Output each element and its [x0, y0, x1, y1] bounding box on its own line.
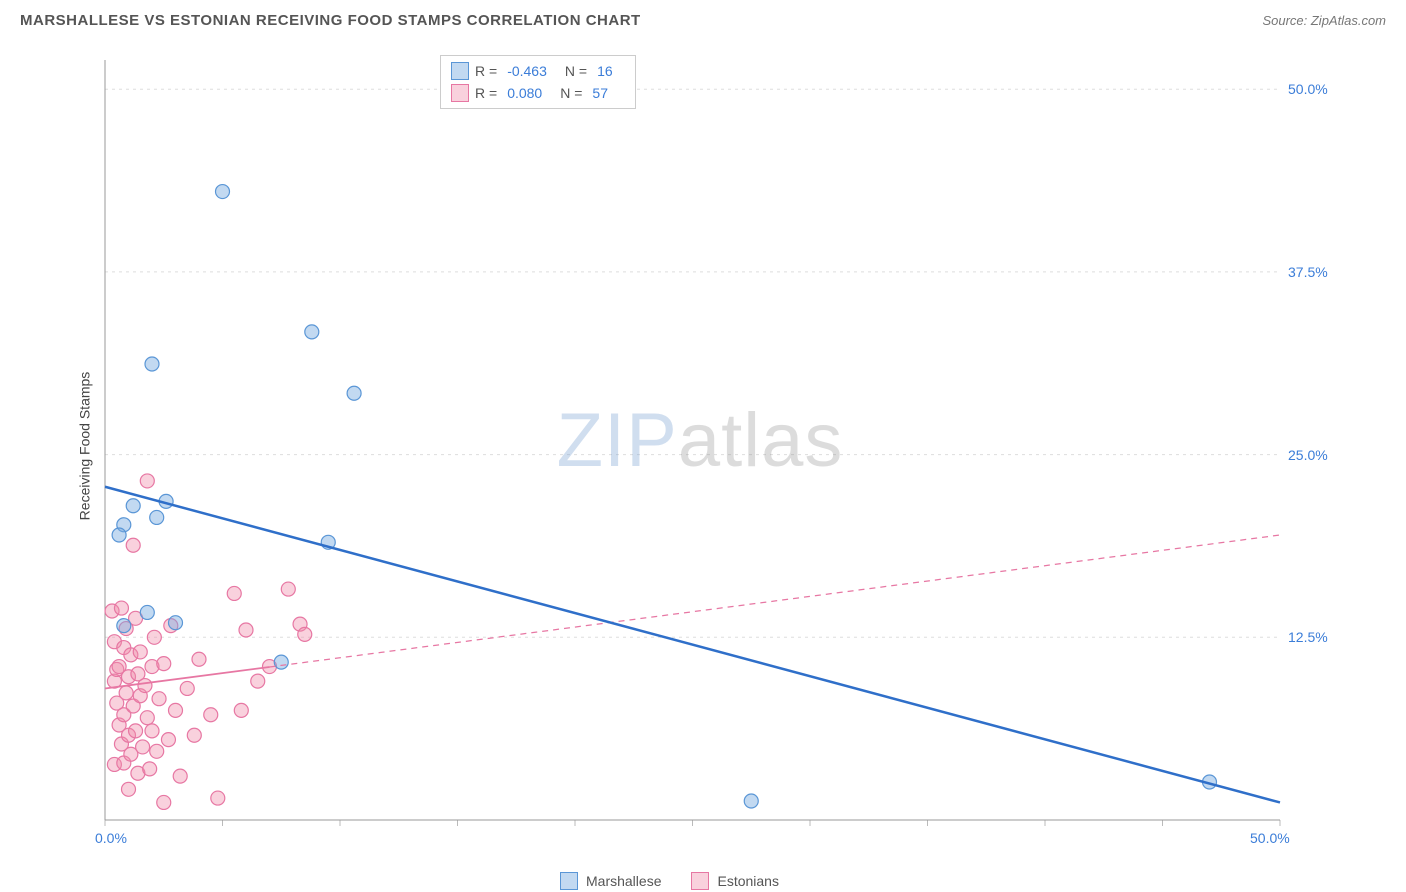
r-value: -0.463	[507, 63, 547, 79]
header: MARSHALLESE VS ESTONIAN RECEIVING FOOD S…	[0, 0, 1406, 40]
n-value: 16	[597, 63, 613, 79]
legend-swatch	[451, 62, 469, 80]
r-label: R =	[475, 85, 497, 101]
r-value: 0.080	[507, 85, 542, 101]
legend-stat-row: R = 0.080 N = 57	[451, 82, 625, 104]
legend-label: Marshallese	[586, 873, 661, 889]
y-axis-tick-label: 25.0%	[1288, 447, 1328, 463]
source-attribution: Source: ZipAtlas.com	[1262, 13, 1386, 28]
chart-area: ZIPatlas	[50, 50, 1350, 840]
legend-swatch	[691, 872, 709, 890]
legend-swatch	[560, 872, 578, 890]
legend-series-item: Estonians	[691, 872, 778, 890]
legend-series-item: Marshallese	[560, 872, 661, 890]
y-axis-tick-label: 12.5%	[1288, 629, 1328, 645]
x-axis-max: 50.0%	[1250, 830, 1290, 846]
scatter-chart	[50, 50, 1350, 840]
r-label: R =	[475, 63, 497, 79]
n-label: N =	[565, 63, 587, 79]
y-axis-tick-label: 37.5%	[1288, 264, 1328, 280]
n-value: 57	[592, 85, 608, 101]
legend-stat-row: R = -0.463 N = 16	[451, 60, 625, 82]
x-axis-min: 0.0%	[95, 830, 127, 846]
chart-title: MARSHALLESE VS ESTONIAN RECEIVING FOOD S…	[20, 12, 641, 29]
legend-series: Marshallese Estonians	[560, 872, 779, 890]
legend-stats: R = -0.463 N = 16 R = 0.080 N = 57	[440, 55, 636, 109]
legend-label: Estonians	[717, 873, 778, 889]
n-label: N =	[560, 85, 582, 101]
y-axis-tick-label: 50.0%	[1288, 81, 1328, 97]
legend-swatch	[451, 84, 469, 102]
